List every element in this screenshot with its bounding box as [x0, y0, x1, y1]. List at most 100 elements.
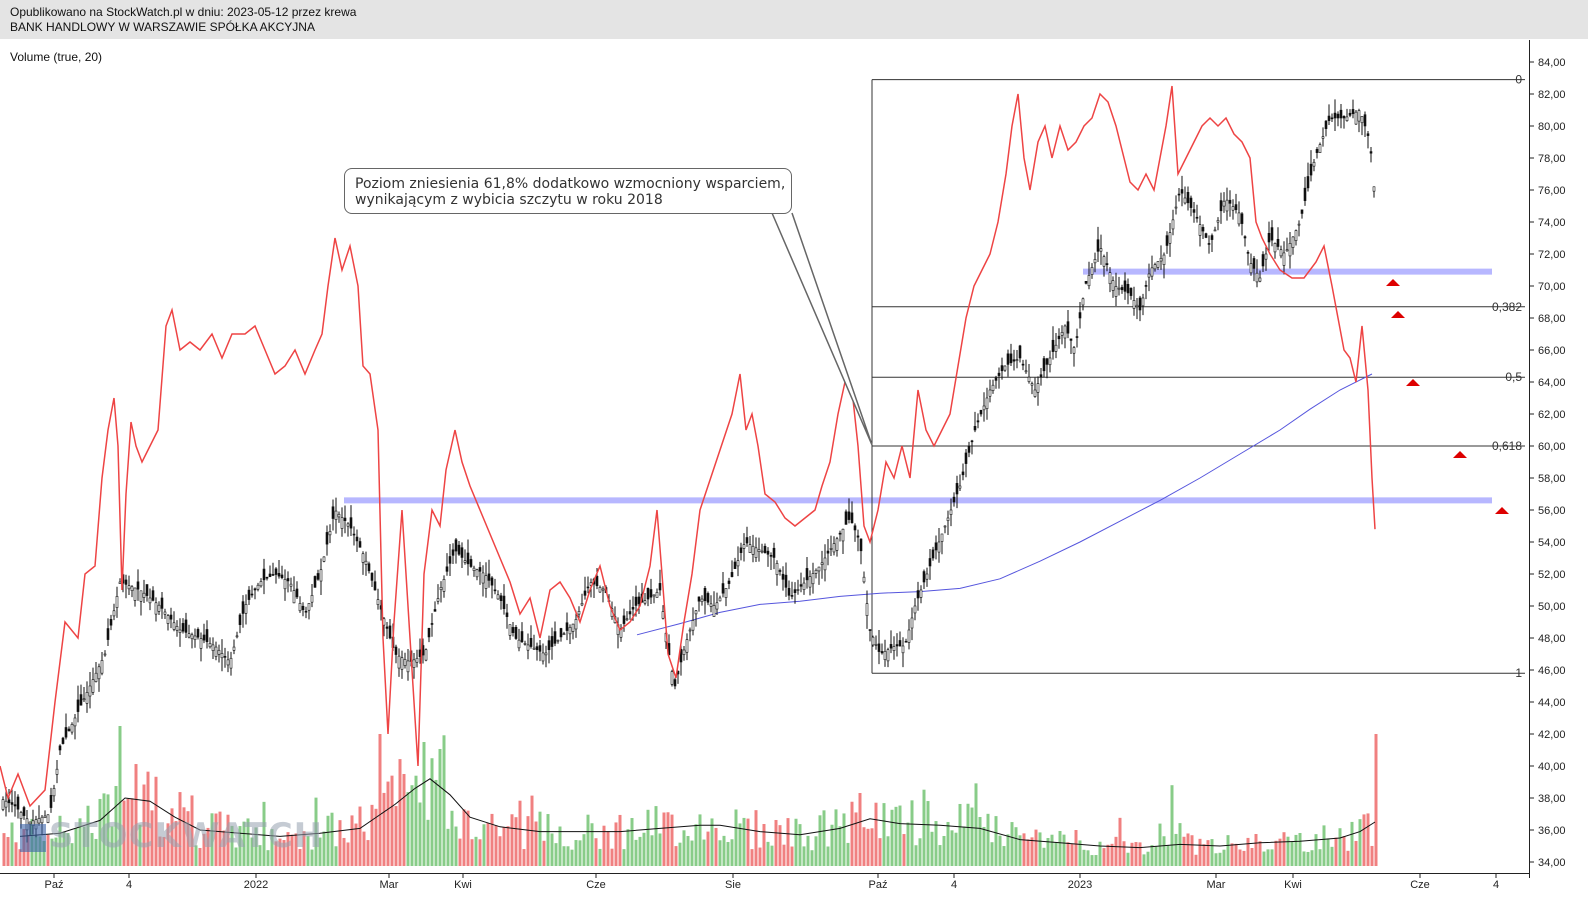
- candle-body: [952, 496, 956, 503]
- candle-body: [844, 511, 848, 525]
- candle-body: [229, 657, 233, 669]
- candle-body: [457, 544, 461, 555]
- candle-body: [925, 573, 929, 580]
- annotation-line-1: Poziom zniesienia 61,8% dodatkowo wzmocn…: [355, 176, 786, 192]
- candle-body: [1117, 287, 1121, 290]
- candle-body: [349, 517, 353, 529]
- volume-bar: [1014, 827, 1018, 866]
- candle-body: [1321, 136, 1325, 139]
- up-arrow-icon: [1453, 451, 1467, 458]
- candle-body: [1006, 353, 1010, 365]
- candle-body: [388, 625, 392, 639]
- y-tick-label: 38,00: [1538, 793, 1566, 805]
- candle-body: [1060, 332, 1064, 336]
- candle-body: [220, 653, 224, 659]
- volume-bar: [150, 810, 154, 866]
- volume-bar: [1214, 853, 1218, 866]
- candle-body: [265, 576, 269, 579]
- volume-bar: [1106, 844, 1110, 866]
- candle-body: [1345, 116, 1349, 122]
- candle-body: [1129, 287, 1133, 296]
- volume-bar: [1250, 847, 1254, 866]
- candle-body: [292, 590, 296, 604]
- candle-body: [748, 544, 752, 553]
- candle-body: [454, 539, 458, 552]
- candle-body: [1036, 383, 1040, 393]
- candle-body: [1114, 286, 1118, 297]
- volume-bar: [726, 842, 730, 866]
- volume-bar: [674, 846, 678, 866]
- volume-bar: [738, 823, 742, 866]
- volume-bar: [762, 824, 766, 866]
- candle-body: [1303, 187, 1307, 201]
- volume-bar: [198, 847, 202, 866]
- candle-body: [1297, 223, 1301, 226]
- volume-bar: [1270, 849, 1274, 866]
- candle-body: [838, 532, 842, 535]
- volume-bar: [834, 809, 838, 866]
- candle-body: [484, 575, 488, 589]
- y-tick-label: 36,00: [1538, 825, 1566, 837]
- candle-body: [547, 640, 551, 651]
- candle-body: [652, 594, 656, 597]
- candle-body: [373, 581, 377, 591]
- volume-bar: [222, 830, 226, 866]
- volume-bar: [830, 824, 834, 866]
- candle-body: [796, 589, 800, 591]
- volume-bar: [478, 839, 482, 866]
- candle-body: [712, 605, 716, 617]
- volume-bar: [398, 759, 402, 866]
- volume-bar: [854, 812, 858, 866]
- volume-bar: [578, 840, 582, 866]
- volume-bar: [1298, 833, 1302, 866]
- volume-bar: [382, 792, 386, 866]
- volume-bar: [318, 837, 322, 866]
- candle-body: [778, 570, 782, 572]
- candle-body: [91, 679, 95, 693]
- volume-bar: [586, 814, 590, 866]
- company-name: BANK HANDLOWY W WARSZAWIE SPÓŁKA AKCYJNA: [10, 20, 315, 34]
- volume-bar: [1138, 842, 1142, 866]
- candle-body: [55, 768, 59, 775]
- candle-body: [931, 549, 935, 559]
- candle-body: [148, 597, 152, 604]
- candle-body: [1096, 239, 1100, 252]
- y-tick-label: 80,00: [1538, 121, 1566, 133]
- candle-body: [568, 627, 572, 635]
- candle-body: [1072, 347, 1076, 354]
- candle-body: [274, 568, 278, 575]
- candle-body: [73, 717, 77, 727]
- candle-body: [1339, 109, 1343, 119]
- candle-body: [190, 634, 194, 640]
- candle-body: [361, 553, 365, 563]
- volume-bar: [678, 842, 682, 866]
- candle-body: [637, 596, 641, 605]
- volume-bar: [898, 805, 902, 866]
- volume-bar: [146, 771, 150, 866]
- chart-axes: [0, 40, 1530, 878]
- volume-bar: [266, 850, 270, 866]
- candle-body: [682, 649, 686, 655]
- volume-bar: [246, 818, 250, 866]
- volume-bar: [918, 838, 922, 866]
- x-axis-labels: Paź 4 2022 Mar Kwi Cze Sie Paź 4 2023 Mar Kwi Cze 4: [45, 873, 1499, 891]
- candle-body: [889, 644, 893, 649]
- candle-body: [142, 592, 146, 598]
- candle-body: [1288, 243, 1292, 257]
- volume-bar: [186, 811, 190, 866]
- up-arrow-icon: [1406, 379, 1420, 386]
- candle-body: [376, 599, 380, 605]
- candle-body: [511, 627, 515, 633]
- candle-body: [1318, 144, 1322, 153]
- volume-bar: [1090, 855, 1094, 866]
- volume-bar: [930, 831, 934, 866]
- candle-body: [445, 566, 449, 572]
- candle-body: [370, 572, 374, 581]
- candle-body: [1171, 219, 1175, 230]
- candle-body: [1027, 376, 1031, 382]
- volume-bar: [394, 806, 398, 866]
- candle-body: [217, 649, 221, 655]
- candle-body: [709, 603, 713, 607]
- candle-body: [223, 656, 227, 658]
